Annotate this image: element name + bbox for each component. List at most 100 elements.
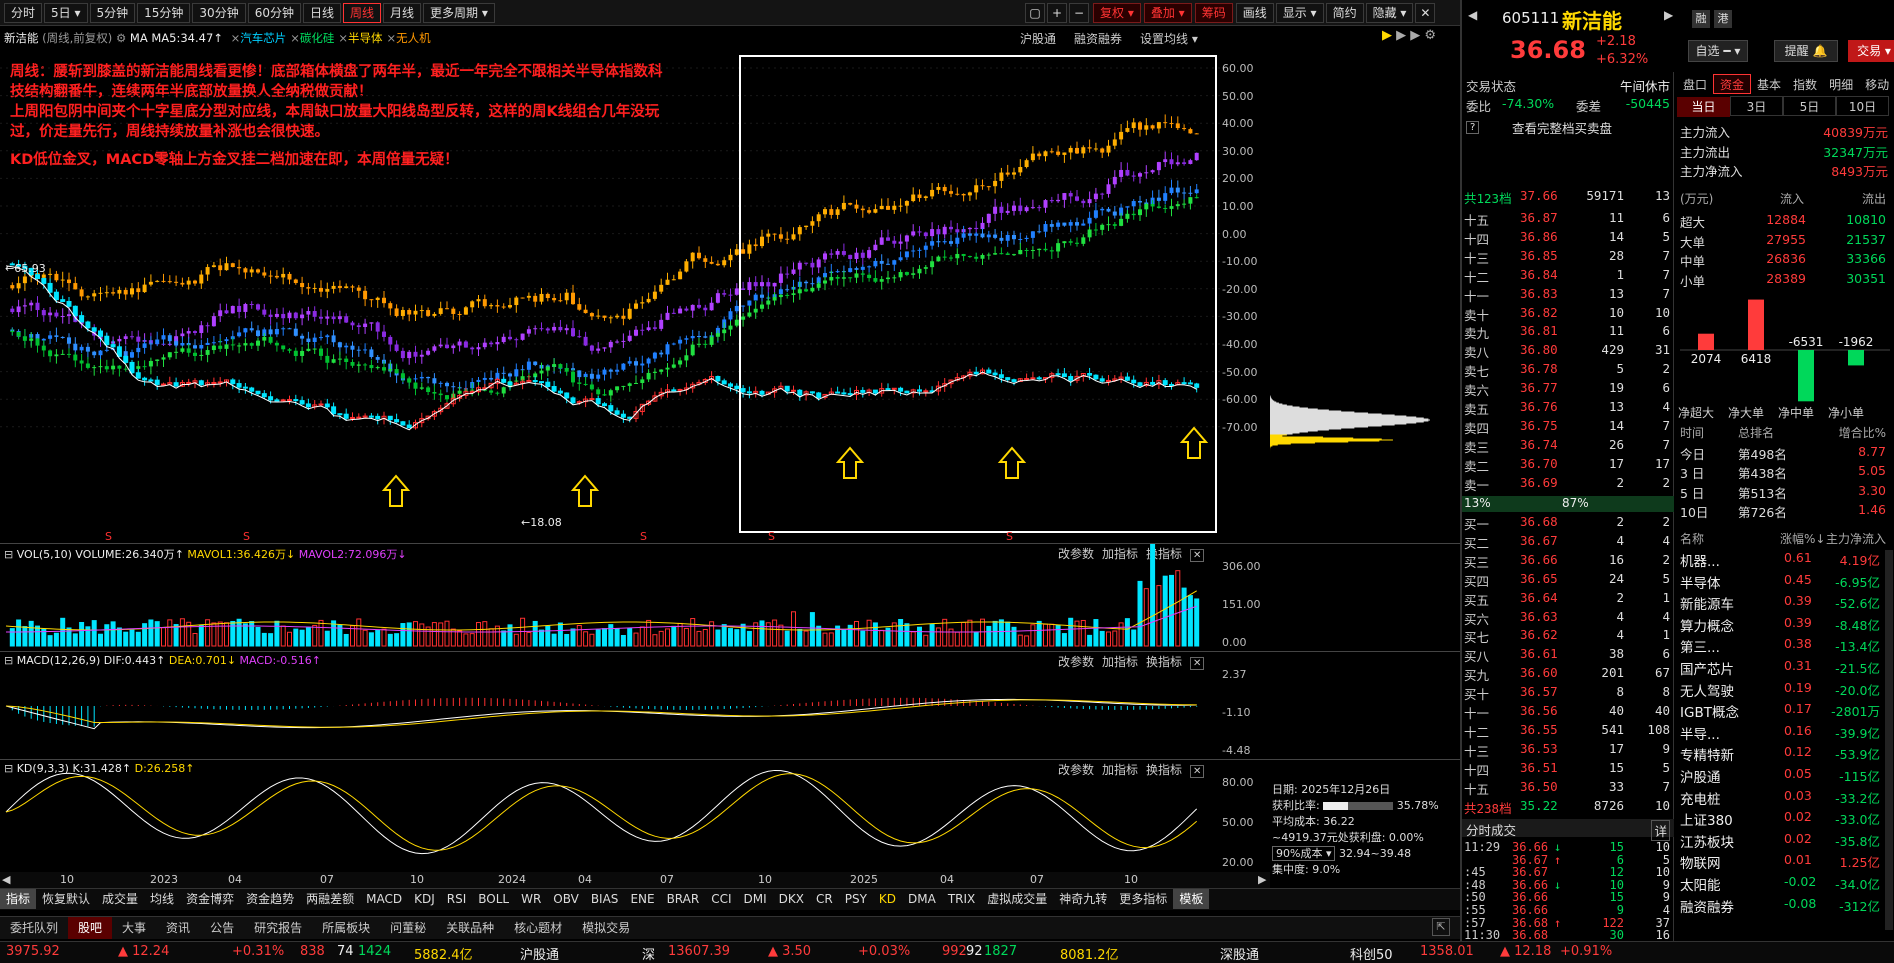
sector-row[interactable]: 半导... 0.16 -39.9亿 bbox=[1680, 722, 1880, 743]
fund-day-1[interactable]: 3日 bbox=[1730, 96, 1783, 116]
overlay-1[interactable]: 碳化硅 bbox=[299, 31, 335, 45]
bottom-tab-9[interactable]: 核心题材 bbox=[514, 921, 563, 935]
sector-row[interactable]: 国产芯片 0.31 -21.5亿 bbox=[1680, 658, 1880, 678]
sector-row[interactable]: 专精特新 0.12 -53.9亿 bbox=[1680, 744, 1880, 765]
hk-badge[interactable]: 港 bbox=[1714, 10, 1732, 28]
pane-close-icon[interactable]: ✕ bbox=[1190, 549, 1205, 562]
buy-level-4[interactable]: 买五 36.64 2 1 bbox=[1464, 590, 1672, 608]
period-tab-9[interactable]: 更多周期 ▾ bbox=[423, 3, 495, 23]
toolbar-button-3[interactable]: 画线 bbox=[1235, 3, 1274, 23]
bottom-tab-0[interactable]: 委托队列 bbox=[10, 921, 59, 935]
indicator-tab-24[interactable]: 虚拟成交量 bbox=[987, 892, 1048, 906]
indicator-tab-2[interactable]: 成交量 bbox=[102, 892, 139, 906]
lock-icon[interactable]: ▢ bbox=[1025, 3, 1045, 23]
sell-level-10[interactable]: 卖五 36.76 13 4 bbox=[1464, 399, 1672, 417]
sell-level-1[interactable]: 十四 36.86 14 5 bbox=[1464, 229, 1672, 247]
overlay-close-icon[interactable]: × bbox=[290, 31, 300, 45]
expand-icon[interactable]: ⇱ bbox=[1432, 918, 1450, 936]
overlay-3[interactable]: 无人机 bbox=[396, 31, 431, 45]
status-item-16[interactable]: 深股通 bbox=[1220, 948, 1260, 963]
buy-level-14[interactable]: 十五 36.50 33 7 bbox=[1464, 779, 1672, 797]
buy-level-7[interactable]: 买八 36.61 38 6 bbox=[1464, 646, 1672, 664]
fund-tab-5[interactable]: 移动 bbox=[1865, 78, 1890, 92]
indicator-tab-27[interactable]: 模板 bbox=[1173, 889, 1210, 909]
sell-level-11[interactable]: 卖四 36.75 14 7 bbox=[1464, 418, 1672, 436]
scroll-left-icon[interactable]: ◀ bbox=[2, 873, 11, 886]
fund-tab-1[interactable]: 资金 bbox=[1713, 74, 1752, 94]
buy-level-6[interactable]: 买七 36.62 4 1 bbox=[1464, 627, 1672, 645]
sell-level-0[interactable]: 十五 36.87 11 6 bbox=[1464, 210, 1672, 228]
sector-row[interactable]: 无人驾驶 0.19 -20.0亿 bbox=[1680, 679, 1880, 700]
indicator-tab-9[interactable]: RSI bbox=[446, 892, 467, 906]
next-stock-icon[interactable]: ▶ bbox=[1664, 8, 1674, 22]
play-icon[interactable]: ▶ bbox=[1382, 28, 1392, 43]
buy-level-5[interactable]: 买六 36.63 4 4 bbox=[1464, 609, 1672, 627]
indicator-tab-26[interactable]: 更多指标 bbox=[1119, 892, 1168, 906]
sell-level-7[interactable]: 卖八 36.80 429 31 bbox=[1464, 342, 1672, 360]
buy-level-8[interactable]: 买九 36.60 201 67 bbox=[1464, 665, 1672, 683]
buy-level-3[interactable]: 买四 36.65 24 5 bbox=[1464, 571, 1672, 589]
sector-row[interactable]: 沪股通 0.05 -115亿 bbox=[1680, 766, 1880, 786]
zoom-in-icon[interactable]: + bbox=[1047, 3, 1067, 23]
collapse-icon[interactable]: ⊟ bbox=[4, 654, 14, 667]
indicator-tab-8[interactable]: KDJ bbox=[414, 892, 435, 906]
fund-tab-2[interactable]: 基本 bbox=[1757, 78, 1782, 92]
indicator-tab-15[interactable]: BRAR bbox=[666, 892, 700, 906]
toolbar-button-5[interactable]: 简约 bbox=[1325, 3, 1364, 23]
bottom-tab-10[interactable]: 模拟交易 bbox=[582, 921, 631, 935]
pane-link-1[interactable]: 加指标 bbox=[1102, 547, 1139, 561]
collapse-icon[interactable]: ⊟ bbox=[4, 762, 14, 775]
fund-day-0[interactable]: 当日 bbox=[1677, 97, 1730, 117]
status-item-4[interactable]: 74 bbox=[337, 944, 354, 959]
sell-level-3[interactable]: 十二 36.84 1 7 bbox=[1464, 267, 1672, 285]
sell-level-12[interactable]: 卖三 36.74 26 7 bbox=[1464, 437, 1672, 455]
indicator-tab-16[interactable]: CCI bbox=[711, 892, 732, 906]
overlay-close-icon[interactable]: × bbox=[386, 31, 397, 45]
bottom-tab-1[interactable]: 股吧 bbox=[68, 917, 113, 939]
period-tab-0[interactable]: 分时 bbox=[4, 3, 43, 23]
bottom-tab-4[interactable]: 公告 bbox=[210, 921, 235, 935]
sector-row[interactable]: 算力概念 0.39 -8.48亿 bbox=[1680, 614, 1880, 635]
sector-row[interactable]: 太阳能 -0.02 -34.0亿 bbox=[1680, 874, 1880, 894]
macd-svg[interactable] bbox=[0, 652, 1460, 760]
indicator-tab-1[interactable]: 恢复默认 bbox=[42, 892, 91, 906]
period-tab-7[interactable]: 周线 bbox=[343, 3, 382, 23]
ticks-detail-button[interactable]: 详 bbox=[1651, 820, 1670, 841]
period-tab-1[interactable]: 5日 ▾ bbox=[44, 3, 88, 23]
sell-level-6[interactable]: 卖九 36.81 11 6 bbox=[1464, 323, 1672, 341]
scroll-right-icon[interactable]: ▶ bbox=[1258, 873, 1267, 886]
fund-tab-3[interactable]: 指数 bbox=[1793, 78, 1818, 92]
indicator-tab-13[interactable]: BIAS bbox=[590, 892, 619, 906]
chart-link-2[interactable]: 设置均线 ▾ bbox=[1140, 32, 1198, 46]
pane-close-icon[interactable]: ✕ bbox=[1190, 765, 1205, 778]
toolbar-button-6[interactable]: 隐藏 ▾ bbox=[1365, 3, 1414, 23]
bottom-tab-8[interactable]: 关联品种 bbox=[446, 921, 495, 935]
prev-stock-icon[interactable]: ◀ bbox=[1468, 8, 1478, 22]
status-item-13[interactable]: 92 bbox=[966, 944, 983, 959]
indicator-tab-20[interactable]: PSY bbox=[844, 892, 867, 906]
bottom-tab-6[interactable]: 所属板块 bbox=[322, 921, 371, 935]
full-book-row[interactable]: ? 查看完整档买卖盘 bbox=[1466, 118, 1672, 136]
alert-button[interactable]: 提醒 🔔 bbox=[1774, 40, 1838, 62]
settings-icon[interactable]: ⚙ bbox=[115, 31, 127, 45]
indicator-tab-23[interactable]: TRIX bbox=[947, 892, 976, 906]
indicator-tab-4[interactable]: 资金博弈 bbox=[186, 892, 235, 906]
volume-svg[interactable] bbox=[0, 544, 1460, 652]
indicator-tab-6[interactable]: 两融差额 bbox=[306, 892, 355, 906]
sector-row[interactable]: 江苏板块 0.02 -35.8亿 bbox=[1680, 830, 1880, 851]
zoom-out-icon[interactable]: − bbox=[1069, 3, 1089, 23]
fund-day-2[interactable]: 5日 bbox=[1783, 96, 1836, 116]
help-icon[interactable]: ? bbox=[1466, 121, 1480, 134]
indicator-tab-7[interactable]: MACD bbox=[366, 892, 403, 906]
indicator-tab-19[interactable]: CR bbox=[816, 892, 833, 906]
bottom-tab-2[interactable]: 大事 bbox=[122, 921, 147, 935]
buy-level-12[interactable]: 十三 36.53 17 9 bbox=[1464, 741, 1672, 759]
sell-level-8[interactable]: 卖七 36.78 5 2 bbox=[1464, 361, 1672, 379]
overlay-close-icon[interactable]: × bbox=[338, 31, 348, 45]
pane-link-1[interactable]: 加指标 bbox=[1102, 763, 1139, 777]
status-item-17[interactable]: 科创50 bbox=[1350, 948, 1393, 963]
indicator-tab-22[interactable]: DMA bbox=[908, 892, 936, 906]
sector-row[interactable]: 融资融券 -0.08 -312亿 bbox=[1680, 895, 1880, 916]
pane-link-0[interactable]: 改参数 bbox=[1058, 547, 1095, 561]
